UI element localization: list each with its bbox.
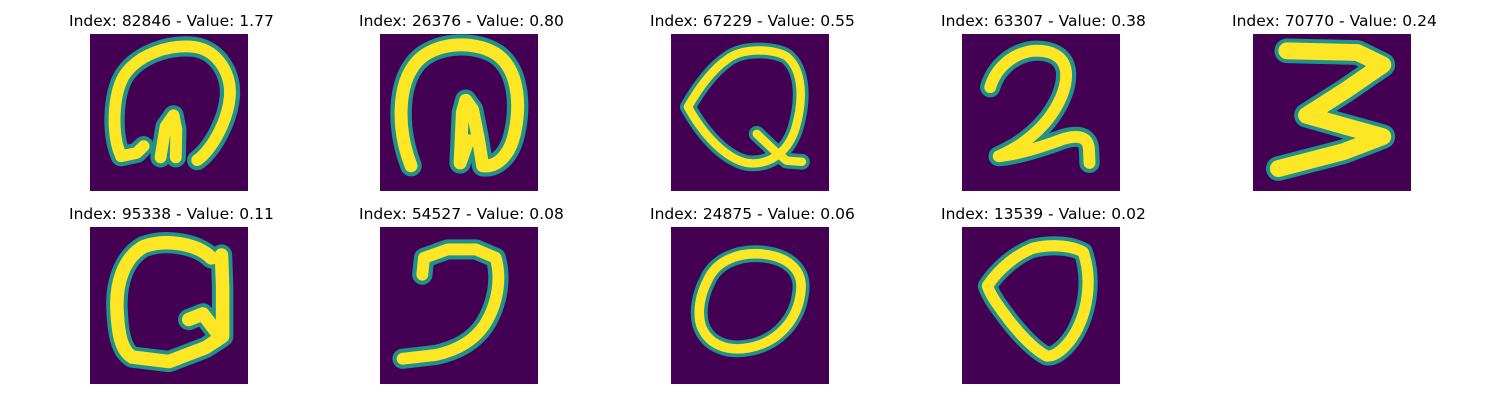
panel-title: Index: 70770 - Value: 0.24 bbox=[1232, 12, 1437, 30]
digit-image bbox=[90, 227, 248, 384]
panel-title: Index: 95338 - Value: 0.11 bbox=[69, 205, 274, 223]
panel-title: Index: 67229 - Value: 0.55 bbox=[650, 12, 855, 30]
digit-image bbox=[962, 227, 1120, 384]
panel-title: Index: 13539 - Value: 0.02 bbox=[941, 205, 1146, 223]
digit-image bbox=[90, 34, 248, 191]
digit-image bbox=[962, 34, 1120, 191]
panel-title: Index: 26376 - Value: 0.80 bbox=[359, 12, 564, 30]
panel-title: Index: 24875 - Value: 0.06 bbox=[650, 205, 855, 223]
digit-image bbox=[1253, 34, 1411, 191]
digit-image bbox=[380, 34, 538, 191]
digit-image bbox=[671, 34, 829, 191]
digit-image bbox=[671, 227, 829, 384]
panel-title: Index: 54527 - Value: 0.08 bbox=[359, 205, 564, 223]
panel-title: Index: 63307 - Value: 0.38 bbox=[941, 12, 1146, 30]
panel-title: Index: 82846 - Value: 1.77 bbox=[69, 12, 274, 30]
digit-image bbox=[380, 227, 538, 384]
